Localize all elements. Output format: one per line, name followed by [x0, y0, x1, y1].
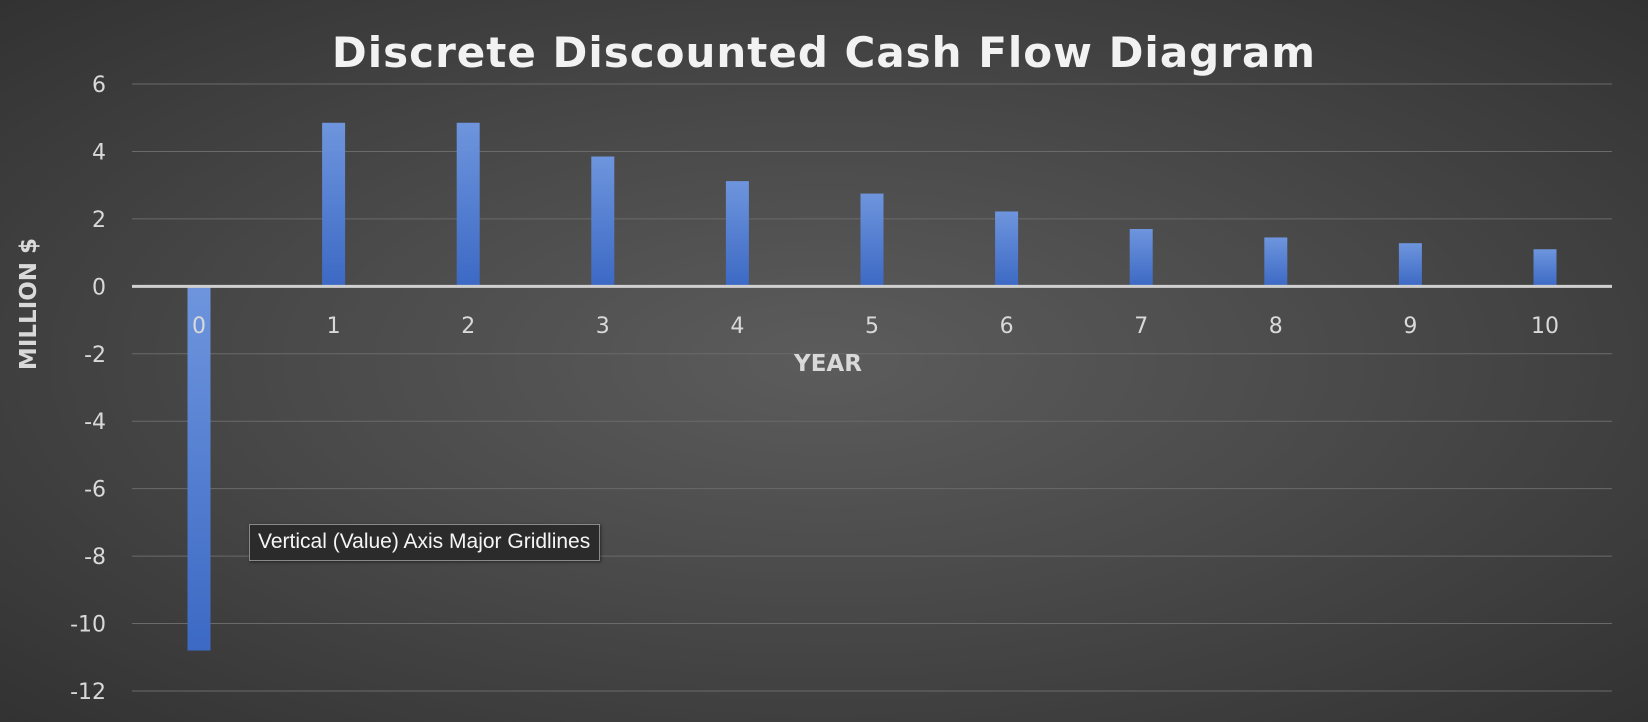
- y-tick-label: -6: [84, 478, 106, 503]
- y-tick-label: -2: [84, 343, 106, 368]
- bar-year-6[interactable]: [995, 211, 1019, 287]
- bar-year-2[interactable]: [456, 122, 480, 287]
- x-tick-label: 0: [192, 314, 206, 339]
- y-tick-label: 2: [92, 208, 106, 233]
- x-tick-label: 4: [730, 314, 744, 339]
- y-tick-label: 4: [92, 140, 106, 165]
- y-tick-label: -12: [70, 680, 106, 705]
- bar-year-8[interactable]: [1264, 237, 1288, 287]
- x-axis-title[interactable]: YEAR: [793, 351, 862, 377]
- y-axis-title[interactable]: MILLION $: [16, 238, 42, 370]
- bars: [187, 122, 1557, 651]
- x-tick-label: 5: [865, 314, 879, 339]
- bar-year-1[interactable]: [322, 122, 346, 287]
- bar-year-7[interactable]: [1129, 229, 1153, 287]
- x-tick-label: 1: [327, 314, 341, 339]
- chart-title[interactable]: Discrete Discounted Cash Flow Diagram: [332, 28, 1316, 77]
- x-tick-label: 2: [461, 314, 475, 339]
- gridlines[interactable]: [132, 83, 1612, 692]
- y-tick-label: -10: [70, 613, 106, 638]
- x-tick-label: 7: [1134, 314, 1148, 339]
- x-tick-label: 8: [1269, 314, 1283, 339]
- y-tick-label: -4: [84, 410, 106, 435]
- bar-year-9[interactable]: [1398, 243, 1422, 287]
- y-tick-label: -8: [84, 545, 106, 570]
- bar-year-5[interactable]: [860, 193, 884, 287]
- bar-year-4[interactable]: [725, 181, 749, 287]
- labels: Discrete Discounted Cash Flow Diagram YE…: [16, 28, 1316, 377]
- gridline-tooltip: Vertical (Value) Axis Major Gridlines: [249, 524, 601, 561]
- bar-year-10[interactable]: [1533, 249, 1557, 287]
- axes: 6 4 2 0 -2 -4 -6 -8 -10 -12 0 1 2 3 4 5 6 7 8 9 10: [70, 73, 1612, 705]
- x-tick-label: 9: [1403, 314, 1417, 339]
- x-tick-label: 6: [1000, 314, 1014, 339]
- y-tick-label: 6: [92, 73, 106, 98]
- bar-year-0[interactable]: [187, 286, 211, 651]
- x-tick-label: 3: [596, 314, 610, 339]
- y-tick-label: 0: [92, 275, 106, 300]
- bar-year-3[interactable]: [591, 156, 615, 287]
- x-tick-label: 10: [1531, 314, 1559, 339]
